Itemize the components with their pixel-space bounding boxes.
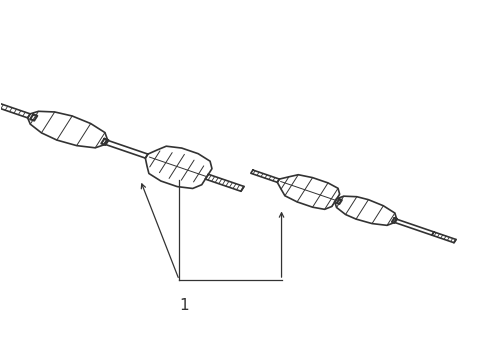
- Polygon shape: [205, 174, 244, 191]
- Polygon shape: [146, 146, 212, 189]
- Polygon shape: [104, 140, 148, 158]
- Polygon shape: [101, 139, 108, 145]
- Polygon shape: [30, 114, 37, 121]
- Polygon shape: [394, 219, 434, 235]
- Polygon shape: [27, 111, 107, 148]
- Polygon shape: [277, 175, 340, 209]
- Polygon shape: [432, 232, 456, 243]
- Polygon shape: [0, 101, 30, 118]
- Text: 1: 1: [179, 298, 189, 313]
- Polygon shape: [335, 196, 396, 225]
- Polygon shape: [392, 218, 397, 223]
- Polygon shape: [251, 170, 279, 182]
- Polygon shape: [337, 199, 342, 204]
